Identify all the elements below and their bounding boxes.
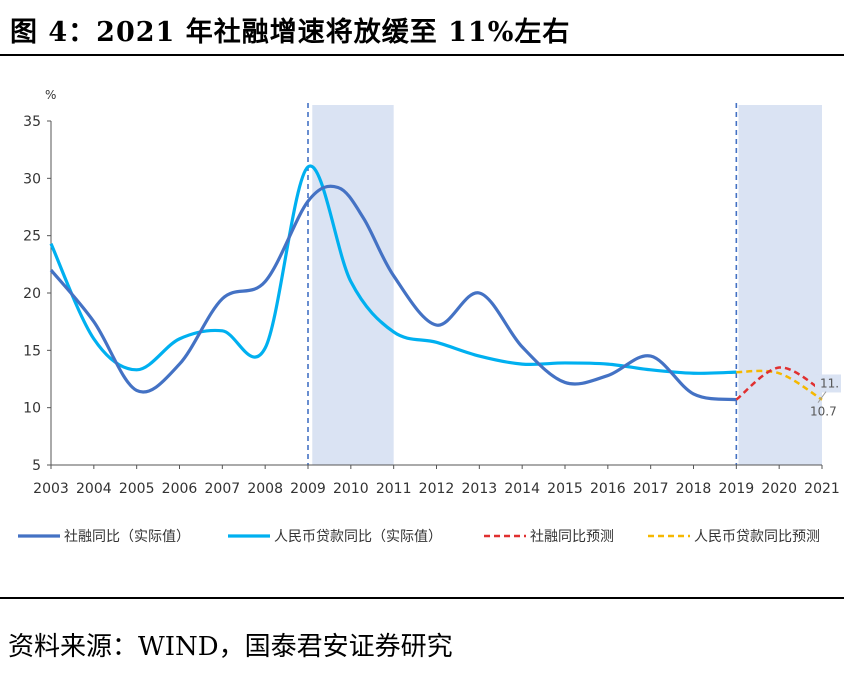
x-tick-label: 2014 [504, 481, 540, 497]
series-line-0 [49, 184, 737, 402]
x-tick-label: 2006 [162, 481, 198, 497]
x-tick-label: 2008 [247, 481, 283, 497]
y-axis-unit: % [45, 88, 56, 102]
shaded-periods [312, 105, 822, 465]
chart-axes: % 5 10 15 20 25 30 35 2003 2004 2005 2006 2007 2008 20… [23, 88, 840, 497]
y-tick-label: 25 [23, 229, 41, 245]
series-line-1 [49, 164, 737, 375]
legend-label: 社融同比（实际值） [64, 529, 190, 545]
series-line-3 [736, 369, 823, 401]
series-line-2 [735, 366, 823, 401]
bottom-divider [0, 597, 844, 599]
vertical-reference-lines [307, 103, 738, 465]
x-tick-label: 2010 [333, 481, 369, 497]
y-tick-label: 10 [23, 401, 41, 417]
x-tick-label: 2018 [676, 481, 712, 497]
x-tick-label: 2013 [462, 481, 498, 497]
legend-label: 社融同比预测 [530, 529, 614, 545]
x-tick-label: 2016 [590, 481, 626, 497]
x-tick-label: 2017 [633, 481, 669, 497]
x-tick-label: 2011 [376, 481, 412, 497]
annotation-label: 11. [820, 376, 839, 390]
x-tick-label: 2021 [804, 481, 840, 497]
x-tick-label: 2012 [419, 481, 455, 497]
shaded-period-1 [738, 105, 822, 465]
top-divider [0, 54, 844, 56]
y-tick-label: 30 [23, 171, 41, 187]
x-tick-label: 2009 [290, 481, 326, 497]
legend-label: 人民币贷款同比预测 [694, 529, 820, 545]
y-tick-label: 20 [23, 286, 41, 302]
chart-legend: 社融同比（实际值） 人民币贷款同比（实际值） 社融同比预测 人民币贷款同比预测 [18, 529, 820, 545]
x-tick-label: 2003 [33, 481, 69, 497]
annotation-leader-line [817, 391, 827, 403]
x-tick-label: 2005 [119, 481, 155, 497]
annotation-box [815, 374, 841, 393]
x-tick-label: 2020 [761, 481, 797, 497]
line-chart: % 5 10 15 20 25 30 35 2003 2004 2005 2006 2007 2008 20… [18, 88, 841, 545]
annotation-label: 10.7 [810, 405, 837, 419]
y-tick-label: 15 [23, 343, 41, 359]
chart-series [49, 164, 823, 402]
x-tick-label: 2019 [719, 481, 755, 497]
source-note: 资料来源：WIND，国泰君安证券研究 [8, 632, 453, 662]
chart-annotations: 11. 10.7 [810, 374, 841, 419]
x-tick-label: 2007 [205, 481, 241, 497]
y-tick-label: 35 [23, 114, 41, 130]
x-tick-label: 2004 [76, 481, 112, 497]
legend-label: 人民币贷款同比（实际值） [274, 529, 442, 545]
y-tick-label: 5 [32, 458, 41, 474]
figure-title: 图 4：2021 年社融增速将放缓至 11%左右 [10, 17, 571, 48]
x-tick-label: 2015 [547, 481, 583, 497]
